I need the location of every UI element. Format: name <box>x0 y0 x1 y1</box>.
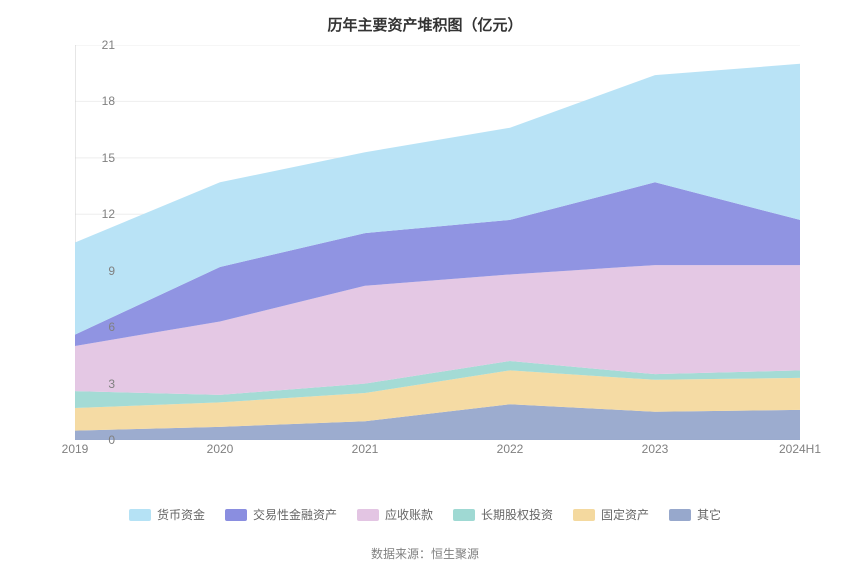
legend-label: 长期股权投资 <box>481 506 553 523</box>
legend-swatch <box>129 509 151 521</box>
legend-item[interactable]: 货币资金 <box>129 506 205 523</box>
legend-item[interactable]: 交易性金融资产 <box>225 506 337 523</box>
legend-swatch <box>357 509 379 521</box>
chart-plot-area <box>75 45 800 440</box>
y-tick-label: 21 <box>75 38 115 52</box>
chart-legend: 货币资金 交易性金融资产 应收账款 长期股权投资 固定资产 其它 <box>0 506 850 523</box>
legend-item[interactable]: 长期股权投资 <box>453 506 553 523</box>
legend-label: 其它 <box>697 506 721 523</box>
legend-label: 货币资金 <box>157 506 205 523</box>
x-tick-label: 2022 <box>497 442 524 456</box>
y-tick-label: 9 <box>75 264 115 278</box>
legend-item[interactable]: 其它 <box>669 506 721 523</box>
y-tick-label: 6 <box>75 320 115 334</box>
data-source-label: 数据来源：恒生聚源 <box>0 545 850 562</box>
legend-item[interactable]: 固定资产 <box>573 506 649 523</box>
x-tick-label: 2023 <box>642 442 669 456</box>
x-tick-label: 2024H1 <box>779 442 821 456</box>
legend-label: 固定资产 <box>601 506 649 523</box>
stacked-area-svg <box>75 45 800 440</box>
x-tick-label: 2019 <box>62 442 89 456</box>
legend-swatch <box>453 509 475 521</box>
y-tick-label: 12 <box>75 207 115 221</box>
chart-container: 历年主要资产堆积图（亿元） 036912151821 2019202020212… <box>0 0 850 575</box>
legend-item[interactable]: 应收账款 <box>357 506 433 523</box>
y-tick-label: 3 <box>75 377 115 391</box>
y-tick-label: 18 <box>75 94 115 108</box>
legend-swatch <box>225 509 247 521</box>
legend-label: 交易性金融资产 <box>253 506 337 523</box>
x-tick-label: 2020 <box>207 442 234 456</box>
chart-title: 历年主要资产堆积图（亿元） <box>0 0 850 35</box>
legend-swatch <box>669 509 691 521</box>
y-tick-label: 15 <box>75 151 115 165</box>
x-tick-label: 2021 <box>352 442 379 456</box>
legend-label: 应收账款 <box>385 506 433 523</box>
legend-swatch <box>573 509 595 521</box>
